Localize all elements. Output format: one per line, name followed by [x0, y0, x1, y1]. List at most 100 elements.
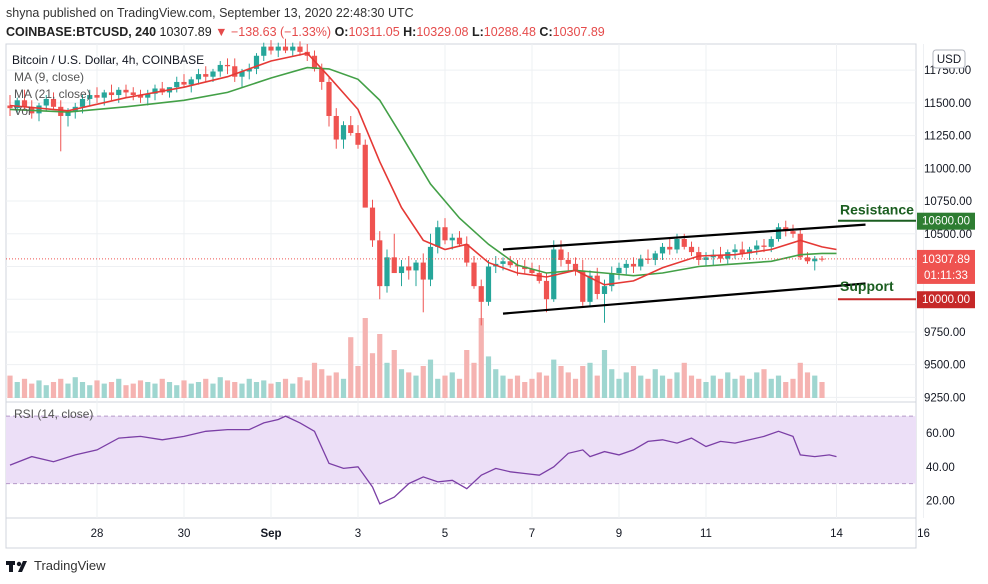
time-tick-label: Sep — [260, 528, 281, 540]
candle[interactable] — [623, 259, 629, 275]
candle[interactable] — [536, 265, 542, 284]
candle[interactable] — [812, 256, 818, 271]
channel-lower-line[interactable] — [502, 282, 866, 315]
candle[interactable] — [456, 231, 463, 247]
candle[interactable] — [420, 253, 426, 313]
candle[interactable] — [348, 115, 354, 136]
candle[interactable] — [203, 66, 209, 82]
candle[interactable] — [384, 249, 390, 293]
candle[interactable] — [739, 241, 745, 258]
candle[interactable] — [268, 40, 274, 55]
candle[interactable] — [326, 76, 332, 127]
candle[interactable] — [775, 223, 782, 242]
candle[interactable] — [667, 239, 673, 255]
candle[interactable] — [232, 58, 238, 82]
candle[interactable] — [50, 92, 57, 110]
candle-body — [638, 258, 644, 267]
rsi-axis[interactable]: 20.00 40.00 60.00 — [926, 428, 955, 508]
candle[interactable] — [435, 220, 441, 254]
candle[interactable] — [123, 84, 129, 98]
candle[interactable] — [333, 108, 339, 149]
candle[interactable] — [609, 266, 615, 292]
candle[interactable] — [282, 38, 289, 54]
candle[interactable] — [246, 63, 252, 80]
candle[interactable] — [398, 259, 405, 287]
candle[interactable] — [485, 259, 492, 306]
candle[interactable] — [145, 89, 151, 106]
candle[interactable] — [377, 231, 383, 300]
candle[interactable] — [543, 273, 550, 313]
candle[interactable] — [406, 256, 412, 280]
volume-bar — [500, 375, 506, 398]
last-price: 10307.89 — [159, 25, 212, 39]
candle[interactable] — [174, 76, 180, 93]
candle-body — [464, 244, 470, 263]
currency-button[interactable] — [932, 49, 966, 69]
candle[interactable] — [449, 233, 455, 250]
candle[interactable] — [87, 89, 93, 106]
volume-bar — [130, 383, 136, 398]
candle[interactable] — [253, 53, 260, 75]
rsi-line — [9, 415, 837, 505]
candle[interactable] — [391, 233, 397, 274]
candle[interactable] — [355, 125, 361, 149]
candle[interactable] — [362, 139, 368, 208]
price-axis[interactable]: 9250.009500.009750.0010000.0010250.00105… — [924, 65, 972, 404]
candle[interactable] — [471, 256, 477, 289]
candle-body — [485, 266, 492, 302]
candle[interactable] — [551, 240, 557, 302]
volume-bar — [681, 362, 687, 398]
volume-bar — [123, 385, 129, 398]
candle[interactable] — [137, 89, 144, 103]
candle[interactable] — [195, 68, 202, 85]
candle[interactable] — [572, 257, 579, 276]
candle[interactable] — [565, 252, 571, 271]
candle[interactable] — [442, 218, 448, 245]
time-tick-label: 5 — [442, 528, 448, 540]
candle[interactable] — [94, 87, 100, 103]
candle[interactable] — [116, 87, 122, 103]
candle[interactable] — [580, 259, 586, 306]
volume-bar — [311, 362, 318, 398]
candle[interactable] — [732, 244, 738, 259]
candle[interactable] — [217, 61, 223, 77]
volume-bar — [362, 318, 368, 398]
candle[interactable] — [638, 254, 644, 271]
candle[interactable] — [340, 121, 347, 149]
candle[interactable] — [790, 224, 796, 238]
candle[interactable] — [261, 42, 267, 62]
candle[interactable] — [290, 42, 296, 56]
candle[interactable] — [297, 41, 303, 56]
time-axis[interactable]: 28 30 Sep 3 5 7 9 11 14 16 — [91, 528, 930, 540]
candle-body — [674, 239, 680, 250]
candle[interactable] — [36, 102, 42, 122]
price-tick-label: 10750.00 — [924, 196, 972, 208]
candle-body — [123, 89, 129, 93]
candle[interactable] — [601, 279, 608, 323]
candle[interactable] — [108, 84, 115, 101]
candle[interactable] — [630, 257, 637, 274]
candle[interactable] — [616, 262, 622, 280]
candle[interactable] — [464, 236, 470, 267]
volume-bar — [456, 378, 463, 398]
volume-bar — [87, 385, 93, 398]
volume-bar — [268, 383, 274, 398]
candle[interactable] — [130, 87, 136, 101]
candle[interactable] — [413, 259, 419, 287]
candle[interactable] — [507, 256, 513, 268]
candle[interactable] — [181, 74, 187, 88]
candle[interactable] — [659, 242, 666, 260]
candle[interactable] — [224, 58, 231, 75]
candle[interactable] — [478, 279, 484, 326]
channel-upper-line[interactable] — [502, 223, 866, 251]
candle-body — [36, 105, 42, 114]
resistance-price-tag-label: 10600.00 — [922, 216, 970, 228]
candle[interactable] — [188, 76, 194, 93]
candle[interactable] — [275, 42, 281, 58]
candle[interactable] — [688, 241, 695, 257]
candlesticks[interactable] — [7, 38, 825, 326]
candle[interactable] — [587, 270, 593, 306]
candle[interactable] — [652, 250, 658, 266]
candle[interactable] — [369, 199, 376, 247]
